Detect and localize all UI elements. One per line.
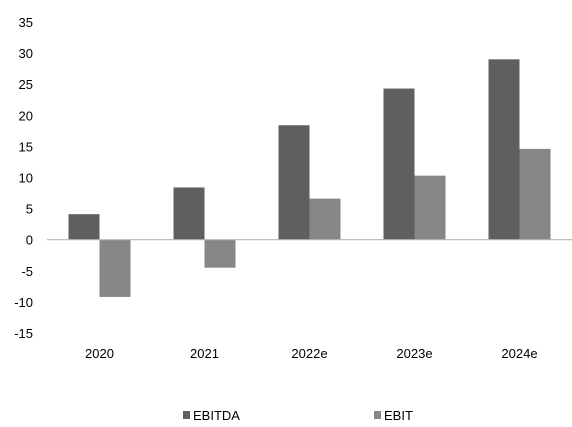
bar-ebit-2024e [519,148,551,240]
y-tick-label: -15 [14,326,33,341]
legend-label-ebitda: EBITDA [193,408,240,422]
y-tick-label: 15 [19,139,33,154]
bar-ebit-2020 [99,239,131,297]
bar-marks [68,59,551,297]
bar-ebitda-2021 [173,187,205,240]
bar-ebit-2022e [309,198,341,240]
legend-swatch-ebitda [183,411,190,419]
x-tick-label: 2021 [190,346,219,361]
y-tick-label: -5 [21,264,33,279]
x-axis-ticks: 2020 2021 2022e 2023e 2024e [85,346,538,361]
y-tick-label: 5 [26,202,33,217]
x-tick-label: 2024e [501,346,537,361]
bar-ebitda-2024e [488,59,520,240]
y-tick-label: 35 [19,15,33,30]
y-tick-label: 10 [19,171,33,186]
y-tick-label: 30 [19,46,33,61]
bar-ebitda-2022e [278,125,310,240]
y-tick-label: -10 [14,295,33,310]
y-tick-label: 0 [26,233,33,248]
bar-ebit-2021 [204,239,236,268]
y-tick-label: 20 [19,108,33,123]
y-tick-label: 25 [19,77,33,92]
bar-ebit-2023e [414,175,446,240]
legend-label-ebit: EBIT [384,408,413,422]
legend-swatch-ebit [374,411,381,419]
legend: EBITDA EBIT [183,408,413,423]
x-tick-label: 2020 [85,346,114,361]
bar-ebitda-2020 [68,214,100,240]
x-tick-label: 2022e [291,346,327,361]
bar-ebitda-2023e [383,88,415,240]
y-axis-ticks: -15 -10 -5 0 5 10 15 20 25 30 35 [14,15,33,341]
x-tick-label: 2023e [396,346,432,361]
